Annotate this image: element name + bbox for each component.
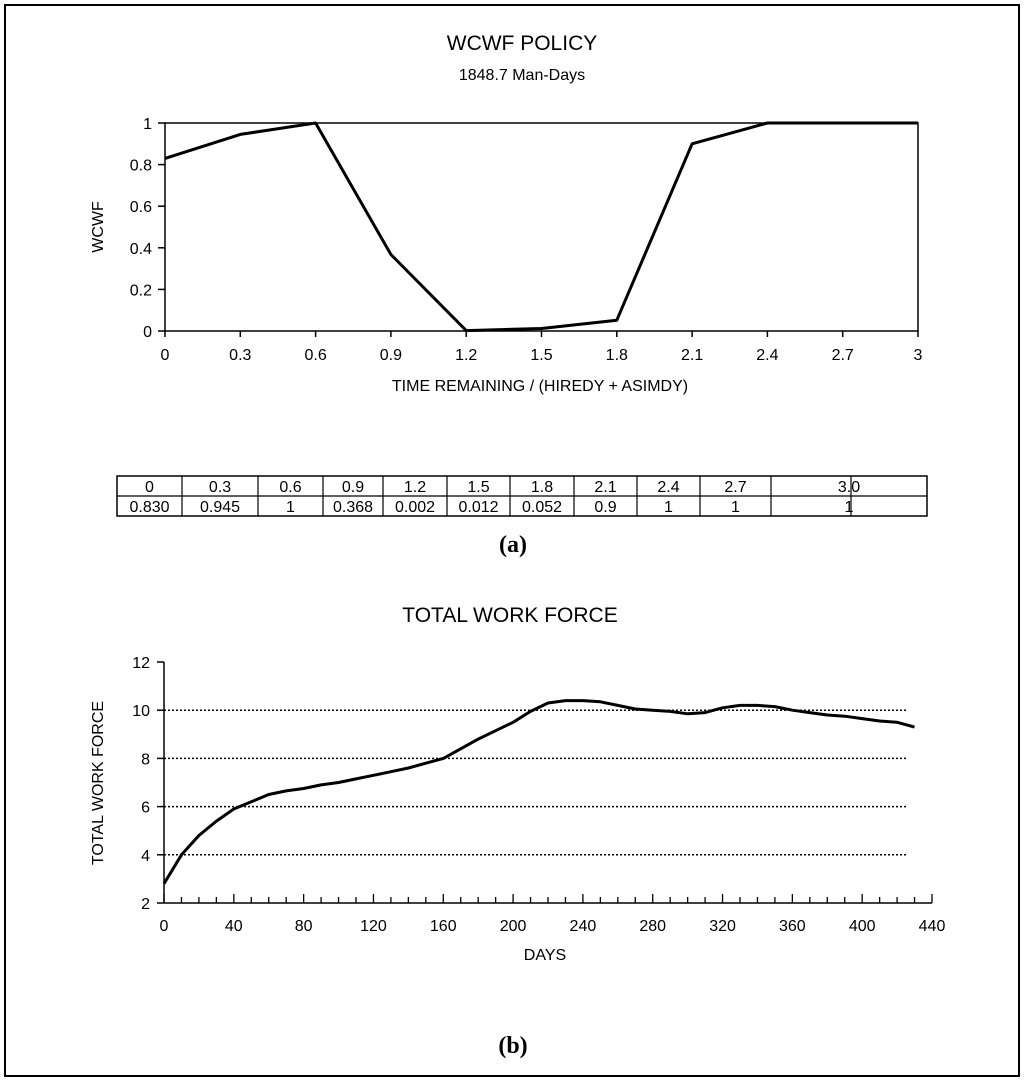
- chart-a-table-x-cell: 1.5: [467, 479, 489, 496]
- chart-a-y-tick-label: 1: [143, 116, 152, 133]
- chart-b-x-tick-label: 40: [225, 918, 243, 935]
- chart-a-y-tick-label: 0.4: [130, 241, 152, 258]
- chart-b-y-tick-label: 2: [141, 896, 150, 913]
- chart-b-x-tick-label: 440: [919, 918, 946, 935]
- chart-a-table-x-cell: 2.7: [724, 479, 746, 496]
- chart-a-table-y-cell: 0.9: [594, 499, 616, 516]
- figure-frame: [4, 4, 1020, 1077]
- chart-b-x-tick-label: 360: [779, 918, 806, 935]
- chart-b-xlabel: DAYS: [524, 947, 566, 964]
- chart-b-x-tick-label: 400: [849, 918, 876, 935]
- chart-a-table-x-cell: 0.3: [209, 479, 231, 496]
- chart-a-table-y-cell: 0.368: [333, 499, 373, 516]
- chart-a-x-tick-label: 2.7: [832, 347, 854, 364]
- chart-a-x-tick-label: 2.4: [756, 347, 778, 364]
- chart-b-title: TOTAL WORK FORCE: [402, 604, 617, 627]
- chart-b-x-tick-label: 160: [430, 918, 457, 935]
- chart-a-series-line: [164, 121, 918, 333]
- chart-b-y-tick-label: 12: [132, 655, 150, 672]
- chart-a-x-tick-label: 1.5: [530, 347, 552, 364]
- chart-a-x-tick-label: 0.6: [304, 347, 326, 364]
- chart-a-table-x-cell: 0.9: [342, 479, 364, 496]
- chart-b-x-tick-label: 240: [570, 918, 597, 935]
- chart-b-x-tick-label: 0: [160, 918, 169, 935]
- chart-b-x-tick-label: 280: [639, 918, 666, 935]
- chart-a-table-y-cell: 1: [286, 499, 295, 516]
- chart-b-y-tick-label: 6: [141, 800, 150, 817]
- chart-b-x-tick-label: 120: [360, 918, 387, 935]
- chart-a-table-y-cell: 1: [731, 499, 740, 516]
- chart-a-x-tick-label: 1.2: [455, 347, 477, 364]
- chart-a-table-y-cell: 1: [664, 499, 673, 516]
- chart-a-table-x-cell: 3.0: [838, 479, 860, 496]
- chart-a-table-y-cell: 0.830: [129, 499, 169, 516]
- chart-a-table-y-cell: 0.945: [200, 499, 240, 516]
- chart-a-x-tick-label: 0.9: [380, 347, 402, 364]
- chart-a-table-x-cell: 0.6: [279, 479, 301, 496]
- chart-a-table-y-cell: 0.052: [522, 499, 562, 516]
- chart-a-table-y-cell: 0.002: [395, 499, 435, 516]
- chart-a-ylabel: WCWF: [90, 201, 107, 253]
- chart-b-series-line: [162, 699, 915, 885]
- chart-a-x-tick-label: 1.8: [606, 347, 628, 364]
- chart-a-y-tick-label: 0.6: [130, 199, 152, 216]
- chart-a-table-x-cell: 2.4: [657, 479, 679, 496]
- chart-a-table-y-cell: 0.012: [458, 499, 498, 516]
- chart-b-x-tick-label: 80: [295, 918, 313, 935]
- chart-a-y-tick-label: 0.8: [130, 158, 152, 175]
- chart-b-x-tick-label: 320: [709, 918, 736, 935]
- chart-b-y-tick-label: 8: [141, 751, 150, 768]
- chart-b-x-tick-label: 200: [500, 918, 527, 935]
- chart-a-x-tick-label: 0: [161, 347, 170, 364]
- chart-a-x-tick-label: 3: [914, 347, 923, 364]
- chart-a-xlabel: TIME REMAINING / (HIREDY + ASIMDY): [392, 378, 688, 395]
- chart-a-table-x-cell: 0: [145, 479, 154, 496]
- chart-a-table-x-cell: 1.2: [404, 479, 426, 496]
- chart-a-table-y-cell: 1: [845, 499, 854, 516]
- chart-b-panel-label: (b): [498, 1033, 527, 1059]
- chart-a-y-tick-label: 0.2: [130, 282, 152, 299]
- chart-a-table: 0 0.3 0.6 0.9 1.2 1.5 1.8 2.1 2.4 2.7 3.0 0.830 0.94…: [116, 475, 928, 517]
- chart-b-y-tick-label: 4: [141, 848, 150, 865]
- chart-a-plot-frame: [164, 122, 919, 332]
- chart-a-x-tick-label: 2.1: [681, 347, 703, 364]
- chart-a-y-tick-label: 0: [143, 324, 152, 341]
- chart-b-ylabel: TOTAL WORK FORCE: [90, 701, 107, 865]
- chart-a-table-x-cell: 2.1: [594, 479, 616, 496]
- chart-b-y-tick-label: 10: [132, 703, 150, 720]
- chart-a-title: WCWF POLICY: [447, 32, 598, 55]
- chart-a-subtitle: 1848.7 Man-Days: [459, 67, 585, 84]
- chart-a-table-x-cell: 1.8: [531, 479, 553, 496]
- chart-a-x-tick-label: 0.3: [229, 347, 251, 364]
- chart-a: WCWF POLICY 1848.7 Man-Days 0 0.3 0.6 0.9 1.…: [90, 32, 928, 558]
- chart-a-panel-label: (a): [499, 532, 527, 558]
